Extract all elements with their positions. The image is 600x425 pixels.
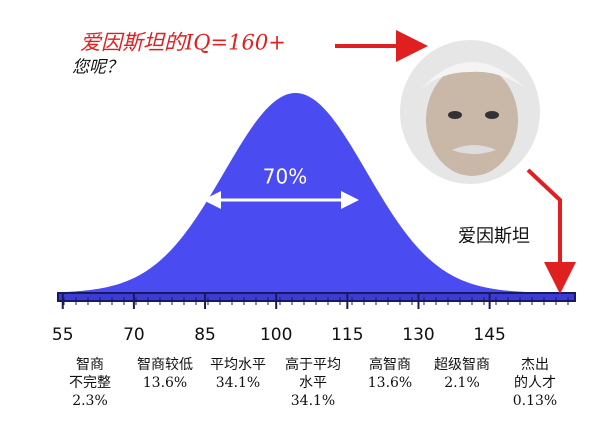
x-tick-label: 100 <box>260 325 292 345</box>
arrow <box>526 168 576 294</box>
subtitle: 您呢？ <box>72 58 123 78</box>
category-label: 水平 <box>299 375 327 391</box>
x-tick-label: 145 <box>473 325 505 345</box>
category-label: 超级智商 <box>434 357 490 373</box>
category-label: 的人才 <box>514 375 556 391</box>
share-label: 0.13% <box>513 393 557 409</box>
share-label: 13.6% <box>143 375 187 391</box>
category-label: 智商较低 <box>137 357 193 373</box>
category-label: 高智商 <box>369 356 411 373</box>
x-tick-label: 85 <box>194 325 216 345</box>
x-tick-label: 115 <box>331 325 363 345</box>
share-label: 2.1% <box>444 375 480 391</box>
portrait <box>400 40 540 184</box>
share-label: 34.1% <box>291 393 335 409</box>
category-label: 平均水平 <box>210 357 266 373</box>
x-tick-label: 55 <box>52 325 74 345</box>
annotation: 70% <box>263 165 307 189</box>
share-label: 2.3% <box>72 393 108 409</box>
x-tick-label: 70 <box>123 325 145 345</box>
category-label: 高于平均 <box>285 356 341 373</box>
share-label: 34.1% <box>216 375 260 391</box>
category-label: 不完整 <box>69 375 111 391</box>
share-label: 13.6% <box>368 375 412 391</box>
category-label: 杰出 <box>521 357 549 373</box>
title: 爱因斯坦的IQ=160+ <box>80 31 286 55</box>
person-label: 爱因斯坦 <box>458 226 530 247</box>
category-label: 智商 <box>76 357 104 373</box>
x-tick-label: 130 <box>402 325 434 345</box>
